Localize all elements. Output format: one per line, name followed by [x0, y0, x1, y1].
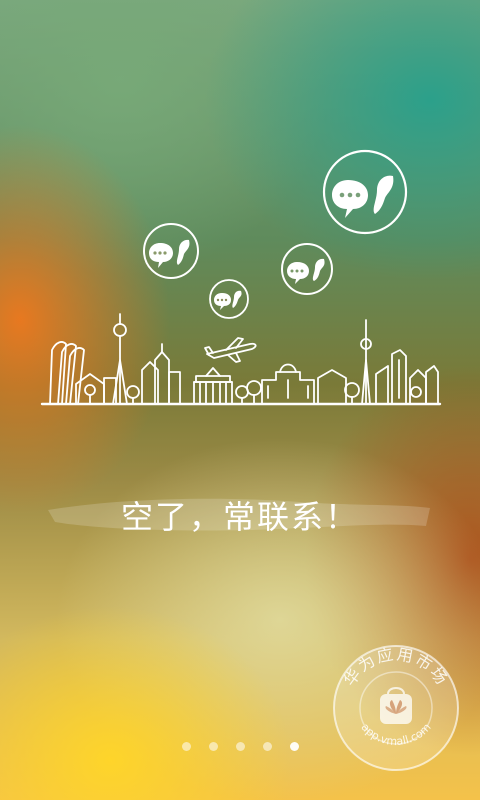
page-dot[interactable] — [262, 742, 272, 751]
airplane-icon — [204, 337, 257, 363]
page-dot[interactable] — [208, 742, 218, 751]
city-skyline-icon — [40, 313, 442, 406]
brush-stroke — [48, 498, 430, 531]
chat-bubble-logo-icon — [209, 279, 249, 319]
page-dot[interactable] — [235, 742, 245, 751]
chat-bubble-logo-icon — [281, 243, 333, 295]
chat-bubble-logo-icon — [143, 223, 199, 279]
page-dot[interactable] — [289, 742, 299, 751]
slogan-text: 空了，常联系！ — [121, 498, 359, 536]
chat-bubble-logo-icon — [322, 149, 408, 235]
huawei-shopping-bag-icon — [380, 687, 412, 724]
page-indicator — [0, 742, 480, 751]
page-dot[interactable] — [181, 742, 191, 751]
market-watermark: 华为应用市场 app.vmall.com — [333, 644, 459, 771]
